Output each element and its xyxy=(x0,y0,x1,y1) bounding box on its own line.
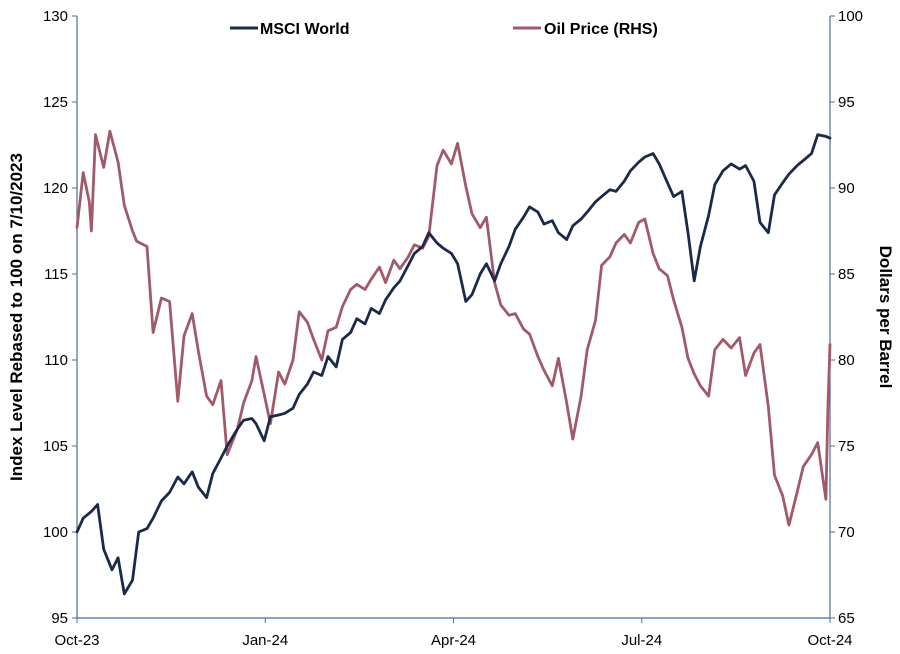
series-lines xyxy=(75,129,832,596)
y-left-tick-label: 120 xyxy=(43,180,68,197)
y-right-tick-label: 100 xyxy=(838,8,863,25)
x-tick-label: Apr-24 xyxy=(431,632,476,649)
y-left-tick-label: 125 xyxy=(43,94,68,111)
y-right-tick-label: 80 xyxy=(838,352,855,369)
y-right-tick-label: 90 xyxy=(838,180,855,197)
x-tick-label: Jan-24 xyxy=(242,632,288,649)
y-right-axis-title: Dollars per Barrel xyxy=(876,246,895,389)
series-line-msci-world xyxy=(75,133,832,596)
y-left-tick-label: 110 xyxy=(44,352,68,369)
y-right-tick-label: 75 xyxy=(838,438,855,455)
x-tick-label: Oct-24 xyxy=(807,632,852,649)
y-left-tick-label: 130 xyxy=(43,8,68,25)
y-left-axis-title: Index Level Rebased to 100 on 7/10/2023 xyxy=(7,153,26,481)
tick-labels: 95 100 105 110 115 120 125 130 65 70 75 80 85 90 95 100… xyxy=(43,8,863,649)
y-right-tick-label: 70 xyxy=(838,524,855,541)
legend-label-msci-world: MSCI World xyxy=(260,21,349,38)
y-right-tick-label: 65 xyxy=(838,610,855,627)
x-tick-label: Jul-24 xyxy=(621,632,662,649)
y-left-tick-label: 115 xyxy=(44,266,68,283)
legend: MSCI World Oil Price (RHS) xyxy=(230,21,658,38)
legend-label-oil-price: Oil Price (RHS) xyxy=(544,21,658,38)
series-line-oil-price xyxy=(75,129,832,527)
y-right-tick-label: 85 xyxy=(838,266,855,283)
y-left-tick-label: 105 xyxy=(43,438,68,455)
y-right-tick-label: 95 xyxy=(838,94,855,111)
y-left-tick-label: 95 xyxy=(51,610,68,627)
y-left-tick-label: 100 xyxy=(43,524,68,541)
axis-ticks xyxy=(72,15,835,623)
x-tick-label: Oct-23 xyxy=(54,632,99,649)
